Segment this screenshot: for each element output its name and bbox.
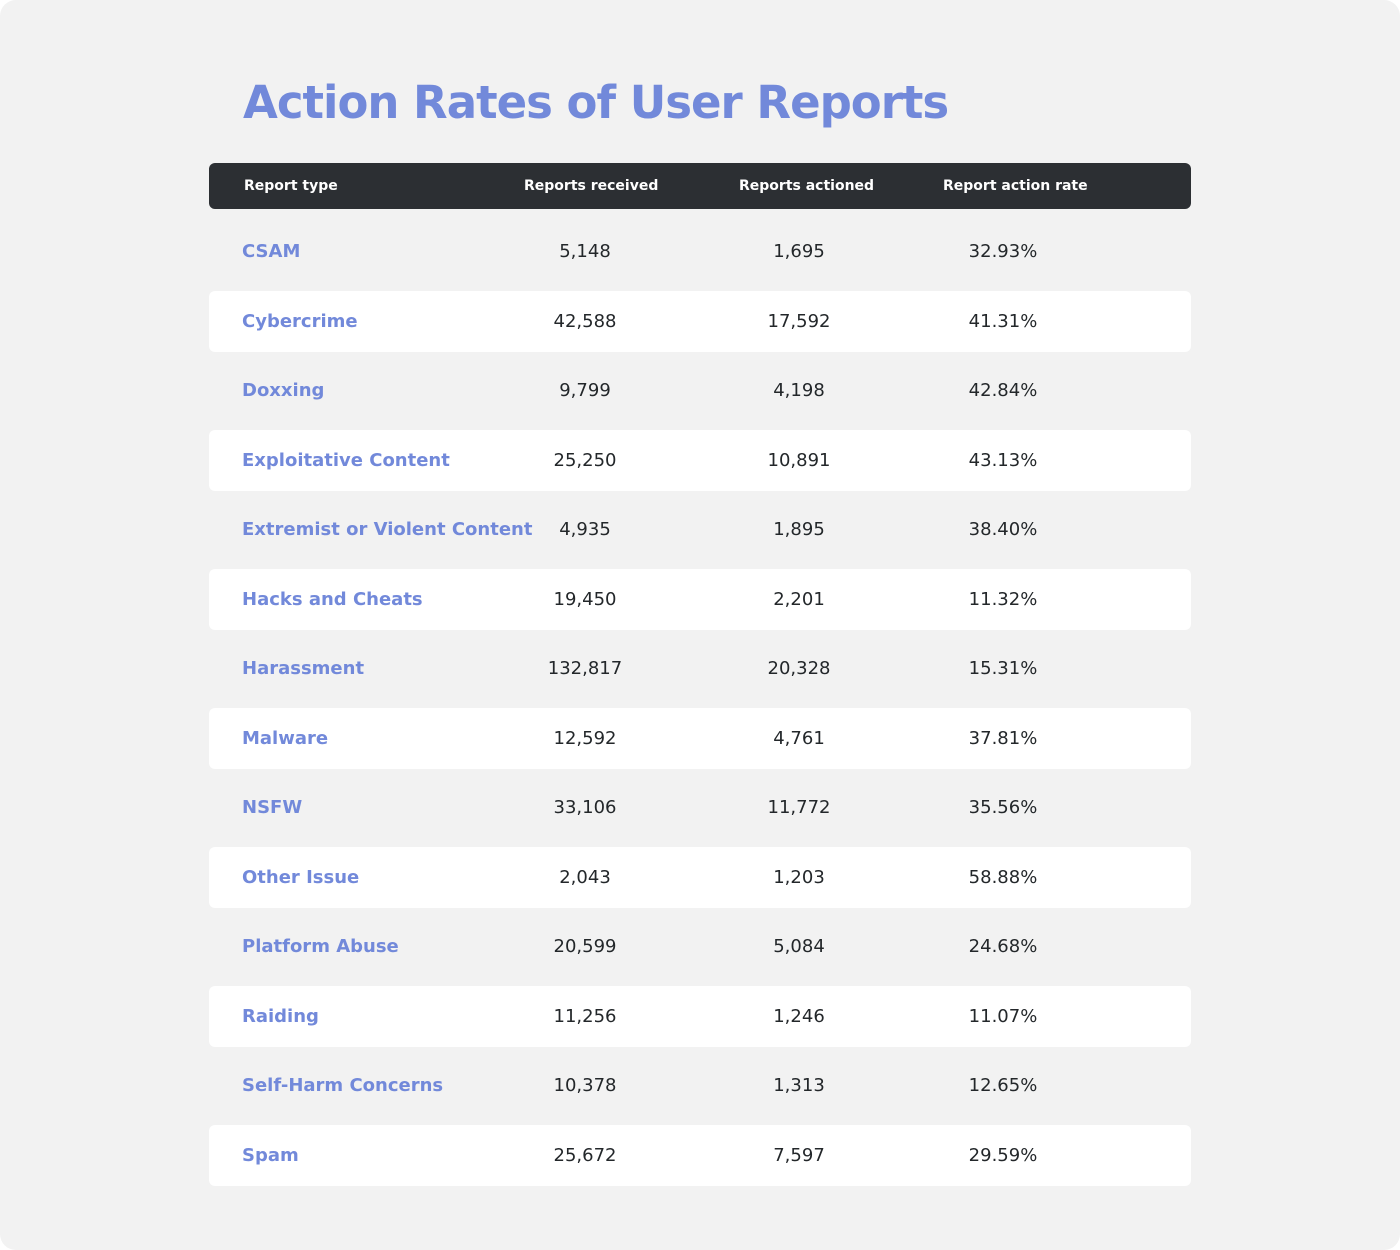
report-type: Doxxing <box>242 380 325 401</box>
value-cell: 20,599 <box>553 936 617 957</box>
value-cell: 42,588 <box>553 310 617 332</box>
value-cell: 37.81% <box>968 727 1038 749</box>
table-row: Hacks and Cheats 19,450 2,201 11.32% <box>209 568 1191 630</box>
value-cell: 7,597 <box>773 1144 825 1166</box>
report-type: Extremist or Violent Content <box>242 519 533 540</box>
value-cell: 20,328 <box>767 658 831 679</box>
report-type: Exploitative Content <box>242 449 450 471</box>
title: Action Rates of User Reports <box>243 76 949 129</box>
value-cell: 33,106 <box>553 797 617 818</box>
report-type: Other Issue <box>242 866 360 888</box>
value-cell: 38.40% <box>968 519 1038 540</box>
value-cell: 10,378 <box>553 1075 617 1096</box>
value-cell: 32.93% <box>968 241 1038 262</box>
report-type: NSFW <box>242 797 303 818</box>
value-cell: 25,672 <box>553 1144 617 1166</box>
value-cell: 9,799 <box>559 380 611 401</box>
value-cell: 11.07% <box>968 1005 1038 1027</box>
table-row: Other Issue 2,043 1,203 58.88% <box>209 846 1191 908</box>
value-cell: 15.31% <box>968 658 1038 679</box>
value-cell: 132,817 <box>547 658 623 679</box>
value-cell: 35.56% <box>968 797 1038 818</box>
value-cell: 1,246 <box>773 1005 825 1027</box>
value-cell: 2,201 <box>773 588 825 610</box>
value-cell: 11,772 <box>767 797 831 818</box>
value-cell: 11,256 <box>553 1005 617 1027</box>
value-cell: 1,313 <box>773 1075 825 1096</box>
value-cell: 42.84% <box>968 380 1038 401</box>
value-cell: 12.65% <box>968 1075 1038 1096</box>
report-type: Spam <box>242 1144 299 1166</box>
table-row: Platform Abuse 20,599 5,084 24.68% <box>209 916 1191 977</box>
report-type: Harassment <box>242 658 365 679</box>
value-cell: 5,084 <box>773 936 825 957</box>
report-type: Platform Abuse <box>242 936 399 957</box>
value-cell: 5,148 <box>559 241 611 262</box>
value-cell: 41.31% <box>968 310 1038 332</box>
value-cell: 1,203 <box>773 866 825 888</box>
value-cell: 1,695 <box>773 241 825 262</box>
table-row: NSFW 33,106 11,772 35.56% <box>209 777 1191 838</box>
value-cell: 4,761 <box>773 727 825 749</box>
table-header: Report type Reports received Reports actio… <box>209 163 1191 209</box>
value-cell: 11.32% <box>968 588 1038 610</box>
value-cell: 1,895 <box>773 519 825 540</box>
report-type: Cybercrime <box>242 310 358 332</box>
header-cell: Reports actioned <box>739 178 875 194</box>
report-type: CSAM <box>242 241 301 262</box>
table-row: CSAM 5,148 1,695 32.93% <box>209 221 1191 282</box>
value-cell: 12,592 <box>553 727 617 749</box>
value-cell: 4,935 <box>559 519 611 540</box>
value-cell: 24.68% <box>968 936 1038 957</box>
table-row: Raiding 11,256 1,246 11.07% <box>209 985 1191 1047</box>
value-cell: 10,891 <box>767 449 831 471</box>
table-row: Exploitative Content 25,250 10,891 43.13% <box>209 429 1191 491</box>
table-row: Malware 12,592 4,761 37.81% <box>209 707 1191 769</box>
value-cell: 43.13% <box>968 449 1038 471</box>
table-row: Self-Harm Concerns 10,378 1,313 12.65% <box>209 1055 1191 1116</box>
header-cell: Report type <box>244 178 338 194</box>
value-cell: 4,198 <box>773 380 825 401</box>
table-row: Extremist or Violent Content 4,935 1,895 38… <box>209 499 1191 560</box>
report-type: Malware <box>242 727 329 749</box>
report-type: Raiding <box>242 1005 319 1027</box>
table-row: Harassment 132,817 20,328 15.31% <box>209 638 1191 699</box>
value-cell: 17,592 <box>767 310 831 332</box>
value-cell: 2,043 <box>559 866 611 888</box>
value-cell: 25,250 <box>553 449 617 471</box>
table-row: Doxxing 9,799 4,198 42.84% <box>209 360 1191 421</box>
value-cell: 19,450 <box>553 588 617 610</box>
header-cell: Report action rate <box>943 178 1088 194</box>
table-row: Cybercrime 42,588 17,592 41.31% <box>209 290 1191 352</box>
header-cell: Reports received <box>524 178 659 194</box>
value-cell: 58.88% <box>968 866 1038 888</box>
value-cell: 29.59% <box>968 1144 1038 1166</box>
table-row: Spam 25,672 7,597 29.59% <box>209 1124 1191 1186</box>
report-type: Hacks and Cheats <box>242 588 423 610</box>
report-type: Self-Harm Concerns <box>242 1075 444 1096</box>
